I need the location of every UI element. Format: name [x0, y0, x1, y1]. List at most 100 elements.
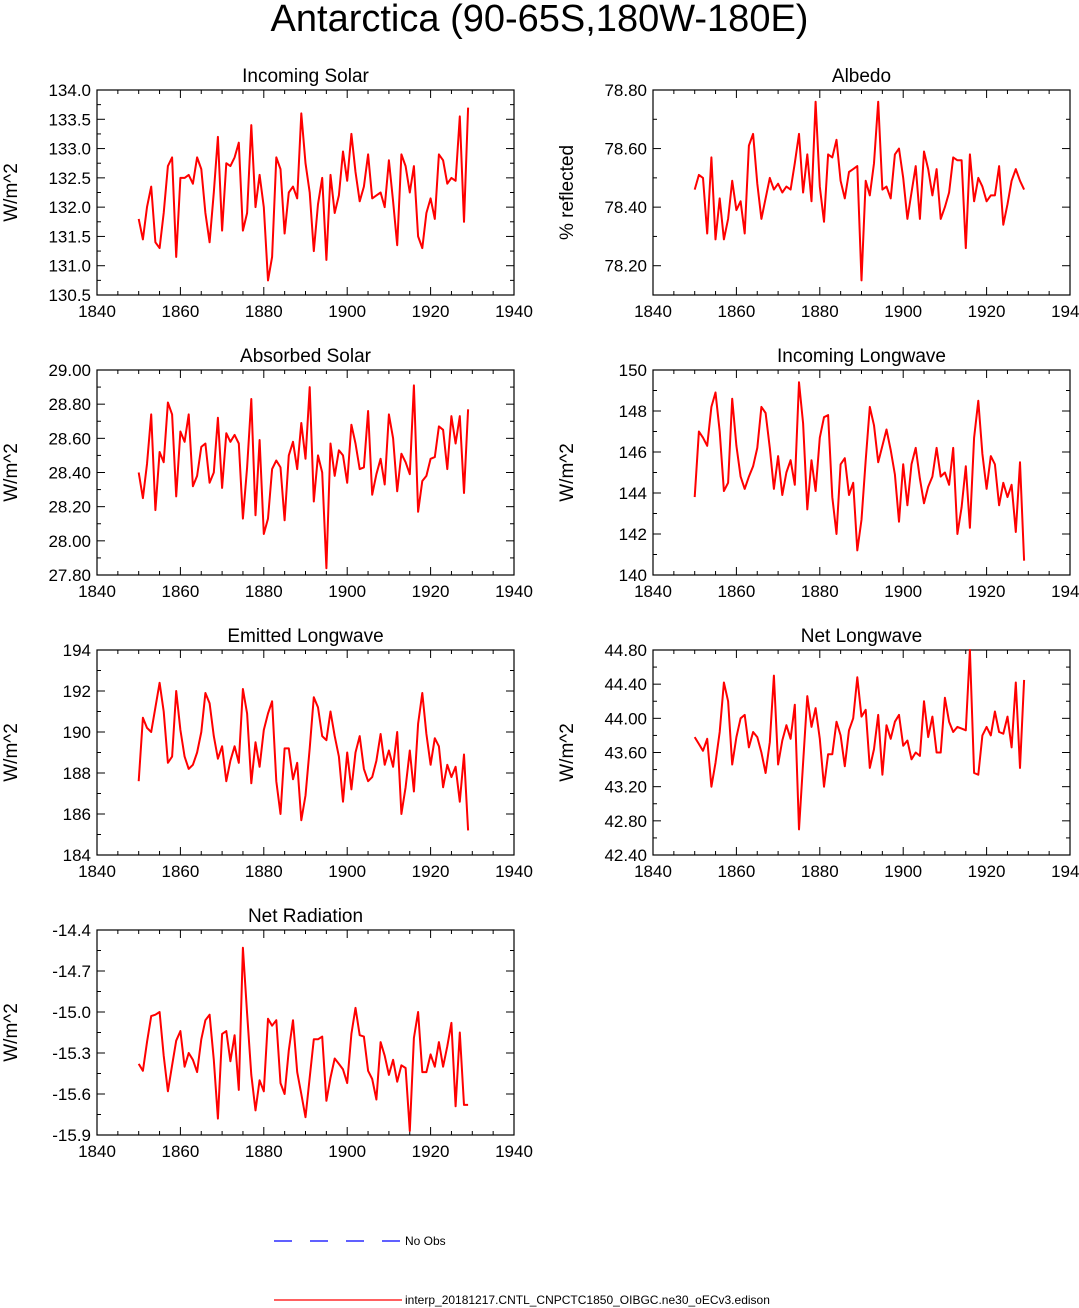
series-line: [693, 100, 1026, 282]
y-tick-label: 146: [619, 443, 647, 462]
y-tick-label: 131.5: [48, 227, 91, 246]
y-tick-label: 194: [63, 641, 91, 660]
y-tick-label: 78.20: [604, 257, 647, 276]
y-tick-label: 133.5: [48, 110, 91, 129]
x-tick-label: 1920: [412, 862, 450, 881]
x-tick-label: 1840: [78, 1142, 116, 1161]
panel-net-longwave: 1840 1860 1880 1900 1920 1940 42.40 42.80 43.20 4…: [557, 626, 1079, 881]
panel-incoming-longwave: 1840 1860 1880 1900 1920 1940 140 142 144 146 148 1…: [557, 346, 1079, 601]
x-tick-label: 1920: [412, 1142, 450, 1161]
y-axis-label: W/m^2: [1, 1003, 22, 1062]
y-tick-label: 44.80: [604, 641, 647, 660]
x-tick-label: 1900: [884, 302, 922, 321]
y-tick-label: 28.80: [48, 395, 91, 414]
series-line: [137, 107, 470, 282]
y-axis-label: W/m^2: [557, 723, 578, 782]
y-tick-label: 132.5: [48, 169, 91, 188]
y-tick-label: 44.00: [604, 709, 647, 728]
y-tick-label: 28.20: [48, 498, 91, 517]
x-tick-label: 1900: [328, 302, 366, 321]
y-axis-label: W/m^2: [557, 443, 578, 502]
panel-title: Incoming Longwave: [777, 346, 946, 367]
plot-frame: [96, 89, 515, 296]
x-tick-label: 1860: [717, 862, 755, 881]
series-line: [137, 681, 470, 831]
x-tick-label: 1840: [78, 862, 116, 881]
y-tick-label: -15.6: [52, 1085, 91, 1104]
x-tick-label: 1860: [161, 582, 199, 601]
y-tick-label: 132.0: [48, 198, 91, 217]
y-tick-label: 142: [619, 525, 647, 544]
x-tick-label: 1840: [634, 302, 672, 321]
x-tick-label: 1880: [245, 1142, 283, 1161]
legend: No Obs interp_20181217.CNTL_CNPCTC1850_OI…: [274, 1234, 770, 1307]
legend-model-label: interp_20181217.CNTL_CNPCTC1850_OIBGC.ne…: [405, 1293, 770, 1307]
x-tick-label: 1900: [328, 582, 366, 601]
x-tick-label: 1940: [1051, 862, 1079, 881]
plot-frame: [96, 649, 515, 856]
x-tick-label: 1860: [717, 582, 755, 601]
x-tick-label: 1880: [801, 582, 839, 601]
x-tick-label: 1940: [495, 862, 533, 881]
y-tick-label: 78.40: [604, 198, 647, 217]
x-tick-label: 1880: [801, 302, 839, 321]
x-tick-label: 1860: [161, 862, 199, 881]
panel-title: Albedo: [832, 66, 891, 87]
panel-absorbed-solar: 1840 1860 1880 1900 1920 1940 27.80 28.00 28.20 2…: [1, 346, 533, 601]
y-axis-label: W/m^2: [1, 163, 22, 222]
x-tick-label: 1940: [1051, 582, 1079, 601]
x-tick-label: 1840: [634, 862, 672, 881]
x-tick-label: 1920: [412, 302, 450, 321]
x-tick-label: 1900: [884, 862, 922, 881]
y-tick-label: 42.80: [604, 812, 647, 831]
y-tick-label: 150: [619, 361, 647, 380]
x-tick-label: 1860: [161, 302, 199, 321]
y-tick-label: 42.40: [604, 846, 647, 865]
x-tick-label: 1920: [968, 862, 1006, 881]
y-tick-label: 186: [63, 805, 91, 824]
legend-obs-label: No Obs: [405, 1234, 446, 1248]
x-tick-label: 1840: [634, 582, 672, 601]
x-tick-label: 1940: [495, 582, 533, 601]
x-tick-label: 1880: [245, 862, 283, 881]
x-tick-label: 1880: [245, 582, 283, 601]
x-tick-label: 1840: [78, 302, 116, 321]
y-tick-label: 148: [619, 402, 647, 421]
y-tick-label: 130.5: [48, 286, 91, 305]
panel-title: Incoming Solar: [242, 66, 369, 87]
x-tick-label: 1900: [328, 862, 366, 881]
y-tick-label: 78.60: [604, 140, 647, 159]
panel-incoming-solar: 1840 1860 1880 1900 1920 1940 130.5 131.0 131.5 1…: [1, 66, 533, 321]
y-tick-label: -14.4: [52, 921, 91, 940]
y-axis-label: W/m^2: [1, 723, 22, 782]
panel-emitted-longwave: 1840 1860 1880 1900 1920 1940 184 186 188 190 192 1…: [1, 626, 533, 881]
series-line: [137, 946, 469, 1132]
plot-frame: [652, 649, 1071, 856]
y-tick-label: 133.0: [48, 140, 91, 159]
y-tick-label: -15.9: [52, 1126, 91, 1145]
x-tick-label: 1940: [495, 1142, 533, 1161]
panel-albedo: 1840 1860 1880 1900 1920 1940 78.20 78.40 78.60 7…: [557, 66, 1079, 321]
y-axis-label: W/m^2: [1, 443, 22, 502]
x-tick-label: 1880: [801, 862, 839, 881]
x-tick-label: 1940: [495, 302, 533, 321]
x-tick-label: 1840: [78, 582, 116, 601]
x-tick-label: 1860: [717, 302, 755, 321]
x-tick-label: 1940: [1051, 302, 1079, 321]
plot-frame: [96, 369, 515, 576]
y-tick-label: 192: [63, 682, 91, 701]
y-tick-label: 28.00: [48, 532, 91, 551]
y-tick-label: 188: [63, 764, 91, 783]
y-tick-label: 29.00: [48, 361, 91, 380]
y-tick-label: 27.80: [48, 566, 91, 585]
x-tick-label: 1920: [968, 302, 1006, 321]
y-tick-label: 44.40: [604, 675, 647, 694]
y-tick-label: -15.0: [52, 1003, 91, 1022]
y-axis-label: % reflected: [557, 145, 578, 240]
series-line: [137, 384, 470, 570]
y-tick-label: 184: [63, 846, 91, 865]
y-tick-label: -14.7: [52, 962, 91, 981]
y-tick-label: 144: [619, 484, 647, 503]
y-tick-label: 190: [63, 723, 91, 742]
